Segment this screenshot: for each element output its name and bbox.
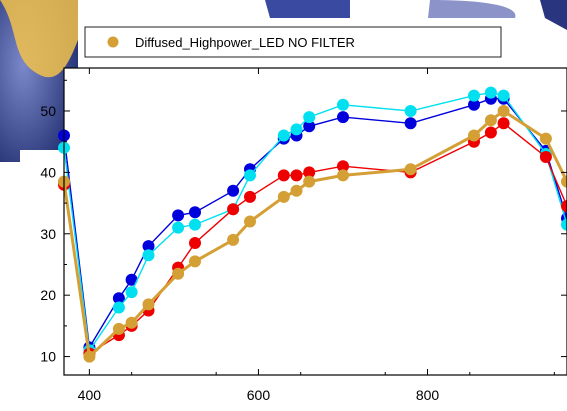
background-panel-corner <box>540 0 567 30</box>
legend-label: Diffused_Highpower_LED NO FILTER <box>135 35 355 50</box>
data-point <box>468 129 480 142</box>
data-point <box>303 175 316 188</box>
data-point <box>404 117 417 130</box>
background-flare <box>0 0 78 78</box>
y-tick-label: 40 <box>40 164 56 180</box>
data-point <box>484 114 497 127</box>
legend-box <box>84 26 502 58</box>
data-point <box>468 98 480 111</box>
data-point <box>172 209 185 222</box>
data-point <box>83 350 96 363</box>
data-point <box>497 105 510 117</box>
data-point <box>189 218 201 231</box>
data-point <box>561 200 567 213</box>
data-point <box>244 190 256 203</box>
data-point <box>244 215 256 228</box>
data-point <box>404 105 417 117</box>
data-point <box>337 98 349 111</box>
legend-marker <box>107 36 119 48</box>
series-0 <box>58 105 567 363</box>
data-point <box>468 89 480 102</box>
data-point <box>303 111 316 124</box>
data-point <box>189 206 201 219</box>
x-tick-label: 400 <box>78 387 102 403</box>
series-layer <box>58 86 567 363</box>
data-point <box>277 190 290 203</box>
data-point <box>337 160 349 173</box>
data-point <box>290 169 303 182</box>
data-point <box>290 184 303 197</box>
data-point <box>404 163 417 176</box>
data-point <box>112 292 125 305</box>
data-point <box>484 86 497 99</box>
data-point <box>277 129 290 142</box>
data-point <box>125 286 138 299</box>
data-point <box>277 169 290 182</box>
background-panel-top <box>265 0 350 18</box>
data-point <box>303 166 316 179</box>
x-tick-label: 600 <box>247 387 271 403</box>
plot-area <box>64 68 567 375</box>
data-point <box>172 267 185 280</box>
data-point <box>172 221 185 234</box>
data-point <box>561 175 567 188</box>
y-tick-label: 20 <box>40 287 56 303</box>
data-point <box>112 322 125 335</box>
tick-layer: 400 600 800 10 20 30 40 50 <box>40 68 567 403</box>
data-point <box>244 169 256 182</box>
data-point <box>561 218 567 231</box>
y-tick-label: 30 <box>40 226 56 242</box>
data-point <box>539 132 552 145</box>
data-point <box>539 151 552 163</box>
background-panel-top-right <box>428 0 516 18</box>
data-point <box>290 123 303 136</box>
y-tick-label: 10 <box>40 349 56 365</box>
legend: Diffused_Highpower_LED NO FILTER <box>84 26 502 58</box>
data-point <box>497 89 510 102</box>
data-point <box>303 120 316 133</box>
plot-frame <box>63 67 567 376</box>
data-point <box>189 255 201 268</box>
data-point <box>227 184 240 197</box>
data-point <box>227 203 240 216</box>
data-point <box>112 301 125 314</box>
x-tick-label: 800 <box>416 387 440 403</box>
y-tick-label: 50 <box>40 103 56 119</box>
data-point <box>142 249 155 262</box>
series-2 <box>58 86 567 357</box>
data-point <box>125 316 138 329</box>
data-point <box>142 240 155 253</box>
data-point <box>189 237 201 249</box>
data-point <box>142 298 155 311</box>
data-point <box>484 126 497 139</box>
data-point <box>227 233 240 246</box>
data-point <box>125 273 138 286</box>
data-point <box>337 169 349 182</box>
data-point <box>337 111 349 124</box>
data-point <box>497 117 510 130</box>
